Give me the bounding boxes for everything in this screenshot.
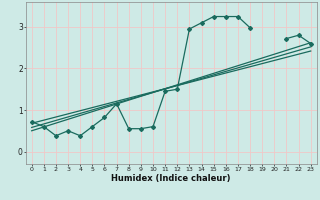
X-axis label: Humidex (Indice chaleur): Humidex (Indice chaleur) xyxy=(111,174,231,183)
